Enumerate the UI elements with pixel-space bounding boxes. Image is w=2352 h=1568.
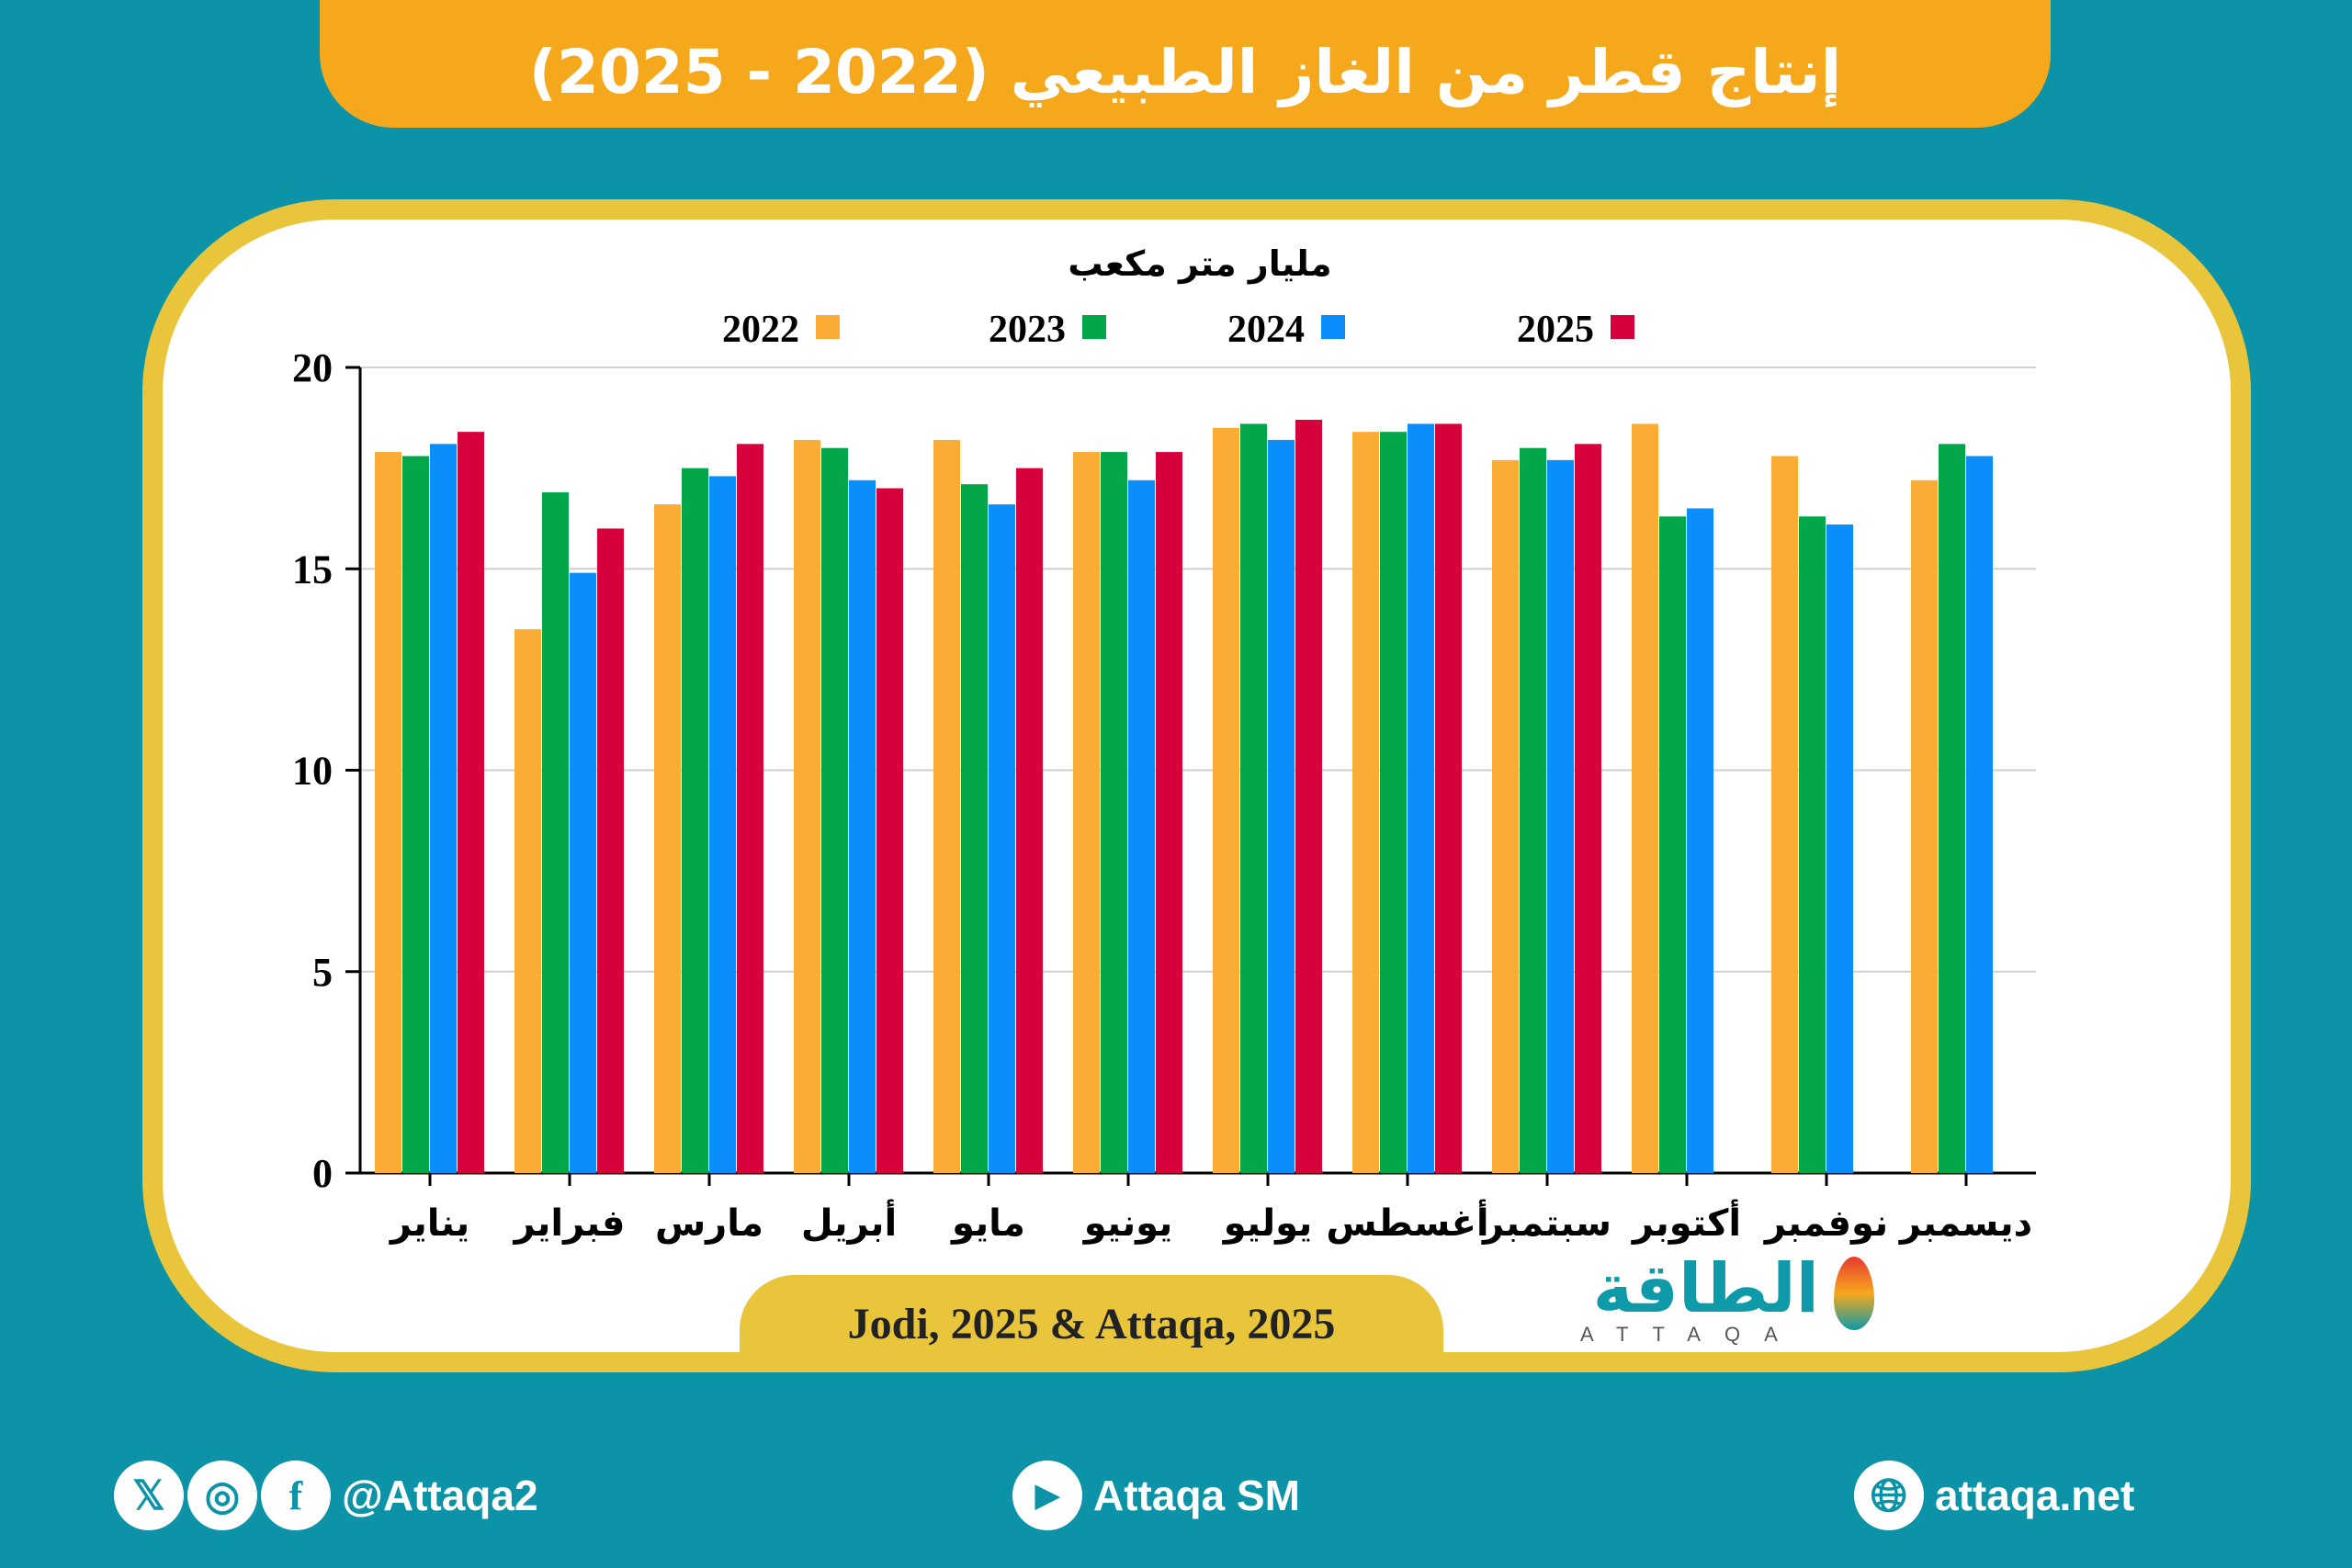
bar-2022 [654, 504, 681, 1173]
bar-2024 [709, 476, 736, 1173]
facebook-icon[interactable]: f [261, 1461, 331, 1530]
bar-2024 [849, 479, 876, 1173]
x-tick-label: مايو [950, 1202, 1025, 1245]
social-handle[interactable]: @Attaqa2 [342, 1472, 538, 1519]
youtube-icon[interactable]: ▶ [1012, 1461, 1082, 1530]
legend-label: 2023 [989, 309, 1066, 351]
bar-2022 [1352, 432, 1379, 1173]
bar-2022 [1771, 456, 1798, 1174]
y-tick-label: 5 [312, 950, 333, 995]
bar-2022 [1213, 427, 1239, 1173]
x-tick-label: ديسمبر [1898, 1202, 2032, 1245]
bar-2025 [597, 528, 624, 1173]
bar-2025 [1435, 423, 1462, 1173]
bar-2025 [737, 444, 763, 1173]
legend-swatch [1082, 315, 1106, 339]
attaqa-logo: الطاقة ATTAQA [1562, 1249, 1883, 1348]
bar-2022 [1632, 423, 1658, 1173]
bar-2023 [1380, 432, 1407, 1173]
logo-arabic: الطاقة [1592, 1249, 1819, 1328]
footer-youtube: ▶ Attaqa SM [1012, 1461, 1300, 1530]
x-icon[interactable]: 𝕏 [114, 1461, 184, 1530]
footer-social: 𝕏 ◎ f @Attaqa2 [114, 1461, 538, 1530]
x-tick-label: يناير [389, 1202, 469, 1245]
bar-2024 [1966, 456, 1993, 1174]
x-tick-label: مارس [655, 1202, 763, 1245]
title-banner: إنتاج قطر من الغاز الطبيعي (2022 - 2025) [320, 0, 2051, 128]
bar-2024 [989, 504, 1015, 1173]
footer-website: 🌐︎ attaqa.net [1854, 1461, 2134, 1530]
bar-2024 [570, 572, 596, 1173]
y-tick-label: 10 [292, 749, 333, 794]
bar-2025 [1295, 420, 1322, 1173]
bar-2023 [682, 468, 708, 1173]
bar-2023 [1240, 423, 1267, 1173]
bar-2023 [1939, 444, 1965, 1173]
legend-swatch [816, 315, 840, 339]
bar-2023 [1659, 516, 1686, 1173]
globe-icon: 🌐︎ [1854, 1461, 1924, 1530]
x-tick-label: أغسطس [1326, 1199, 1488, 1245]
legend-label: 2025 [1517, 309, 1594, 351]
source-label: Jodi, 2025 & Attaqa, 2025 [740, 1275, 1443, 1372]
bar-2024 [1268, 439, 1295, 1173]
legend-swatch [1321, 315, 1345, 339]
x-tick-label: فبراير [512, 1202, 625, 1245]
bar-2025 [876, 488, 903, 1173]
y-tick-label: 0 [312, 1151, 333, 1196]
bar-2023 [1101, 452, 1127, 1174]
y-axis-unit: مليار متر مكعب [1068, 243, 1331, 284]
bar-2022 [1911, 479, 1938, 1173]
bar-2023 [402, 456, 429, 1174]
legend-swatch [1611, 315, 1634, 339]
bar-2024 [1826, 525, 1853, 1173]
x-tick-label: سبتمبر [1481, 1202, 1611, 1245]
legend-label: 2024 [1227, 309, 1305, 351]
logo-latin: ATTAQA [1580, 1323, 1802, 1346]
x-tick-label: يونيو [1082, 1202, 1173, 1245]
page-title: إنتاج قطر من الغاز الطبيعي (2022 - 2025) [528, 37, 1842, 107]
instagram-icon[interactable]: ◎ [187, 1461, 257, 1530]
bar-2025 [458, 432, 484, 1173]
bar-2025 [1575, 444, 1601, 1173]
bar-2023 [961, 484, 988, 1173]
bar-2025 [1016, 468, 1043, 1173]
bar-2024 [1547, 459, 1574, 1174]
x-tick-label: نوفمبر [1763, 1202, 1888, 1245]
bar-2025 [1156, 452, 1182, 1174]
bar-2024 [1687, 508, 1713, 1173]
bar-2023 [821, 447, 848, 1173]
logo-drop-icon [1834, 1257, 1874, 1330]
bar-2022 [1073, 452, 1100, 1174]
legend-label: 2022 [722, 309, 799, 351]
bar-2022 [514, 629, 541, 1173]
bar-2023 [1799, 516, 1826, 1173]
bar-2022 [375, 452, 401, 1174]
bar-2023 [542, 491, 569, 1173]
bar-2024 [430, 444, 457, 1173]
bar-2023 [1520, 447, 1546, 1173]
x-tick-label: يوليو [1222, 1202, 1313, 1245]
x-tick-label: أبريل [801, 1199, 897, 1245]
bar-2024 [1128, 479, 1155, 1173]
youtube-channel[interactable]: Attaqa SM [1093, 1472, 1300, 1519]
x-tick-label: أكتوبر [1631, 1199, 1741, 1245]
bar-2022 [794, 439, 820, 1173]
bar-2024 [1408, 423, 1434, 1173]
bar-2022 [933, 439, 960, 1173]
website-link[interactable]: attaqa.net [1935, 1472, 2135, 1519]
y-tick-label: 15 [292, 547, 333, 592]
y-tick-label: 20 [292, 345, 333, 390]
bar-2022 [1492, 459, 1519, 1174]
